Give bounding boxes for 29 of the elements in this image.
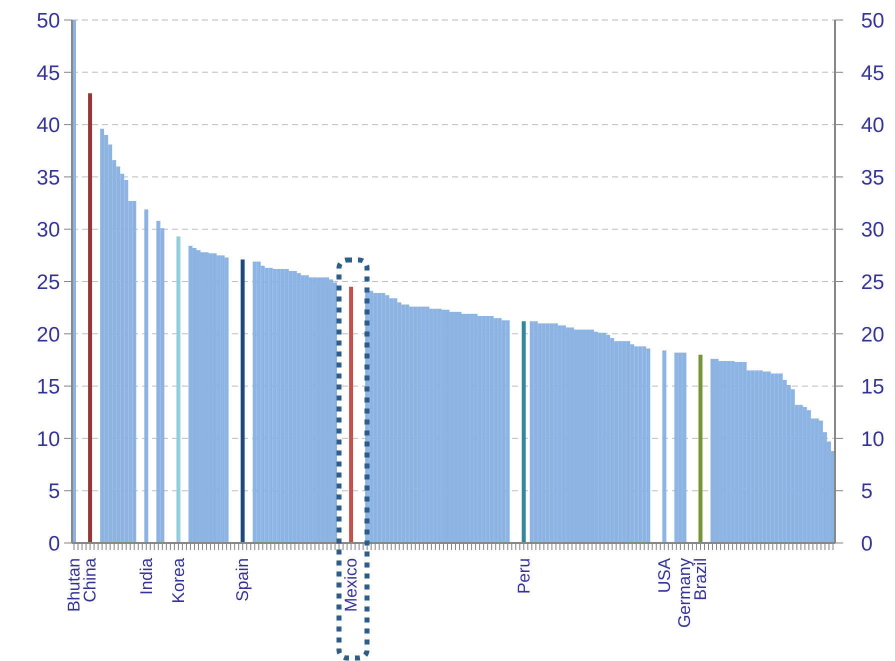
y2-tick-label: 35	[861, 166, 884, 190]
y-tick-label: 30	[36, 218, 60, 242]
y2-tick-label: 45	[861, 62, 884, 85]
y2-tick-label: 0	[861, 532, 873, 556]
y-tick-label: 40	[36, 114, 60, 138]
y2-tick-label: 25	[861, 270, 884, 294]
y-tick-label: 0	[48, 532, 60, 556]
x-tick-label: Peru	[514, 558, 534, 594]
y2-tick-label: 20	[861, 323, 884, 346]
y2-tick-label: 10	[861, 428, 884, 451]
y2-tick-label: 5	[861, 480, 873, 504]
y-tick-label: 50	[36, 9, 60, 32]
x-tick-label: Korea	[168, 557, 188, 604]
x-tick-label: Mexico	[342, 558, 361, 612]
x-tick-label: India	[136, 557, 156, 595]
x-tick-label: Spain	[233, 558, 252, 602]
x-tick-label: USA	[654, 557, 674, 593]
y2-tick-label: 40	[861, 114, 884, 138]
x-tick-label: Germany	[674, 558, 694, 628]
y-tick-label: 35	[36, 166, 60, 190]
y2-tick-label: 15	[861, 376, 884, 399]
y-tick-label: 25	[36, 270, 60, 294]
y2-tick-label: 50	[861, 9, 884, 32]
y2-tick-label: 30	[861, 218, 884, 242]
y-tick-label: 45	[36, 62, 60, 85]
y-tick-label: 20	[36, 323, 60, 346]
y-tick-label: 15	[36, 376, 60, 399]
y-tick-label: 10	[36, 428, 60, 451]
y-tick-label: 5	[48, 480, 60, 504]
